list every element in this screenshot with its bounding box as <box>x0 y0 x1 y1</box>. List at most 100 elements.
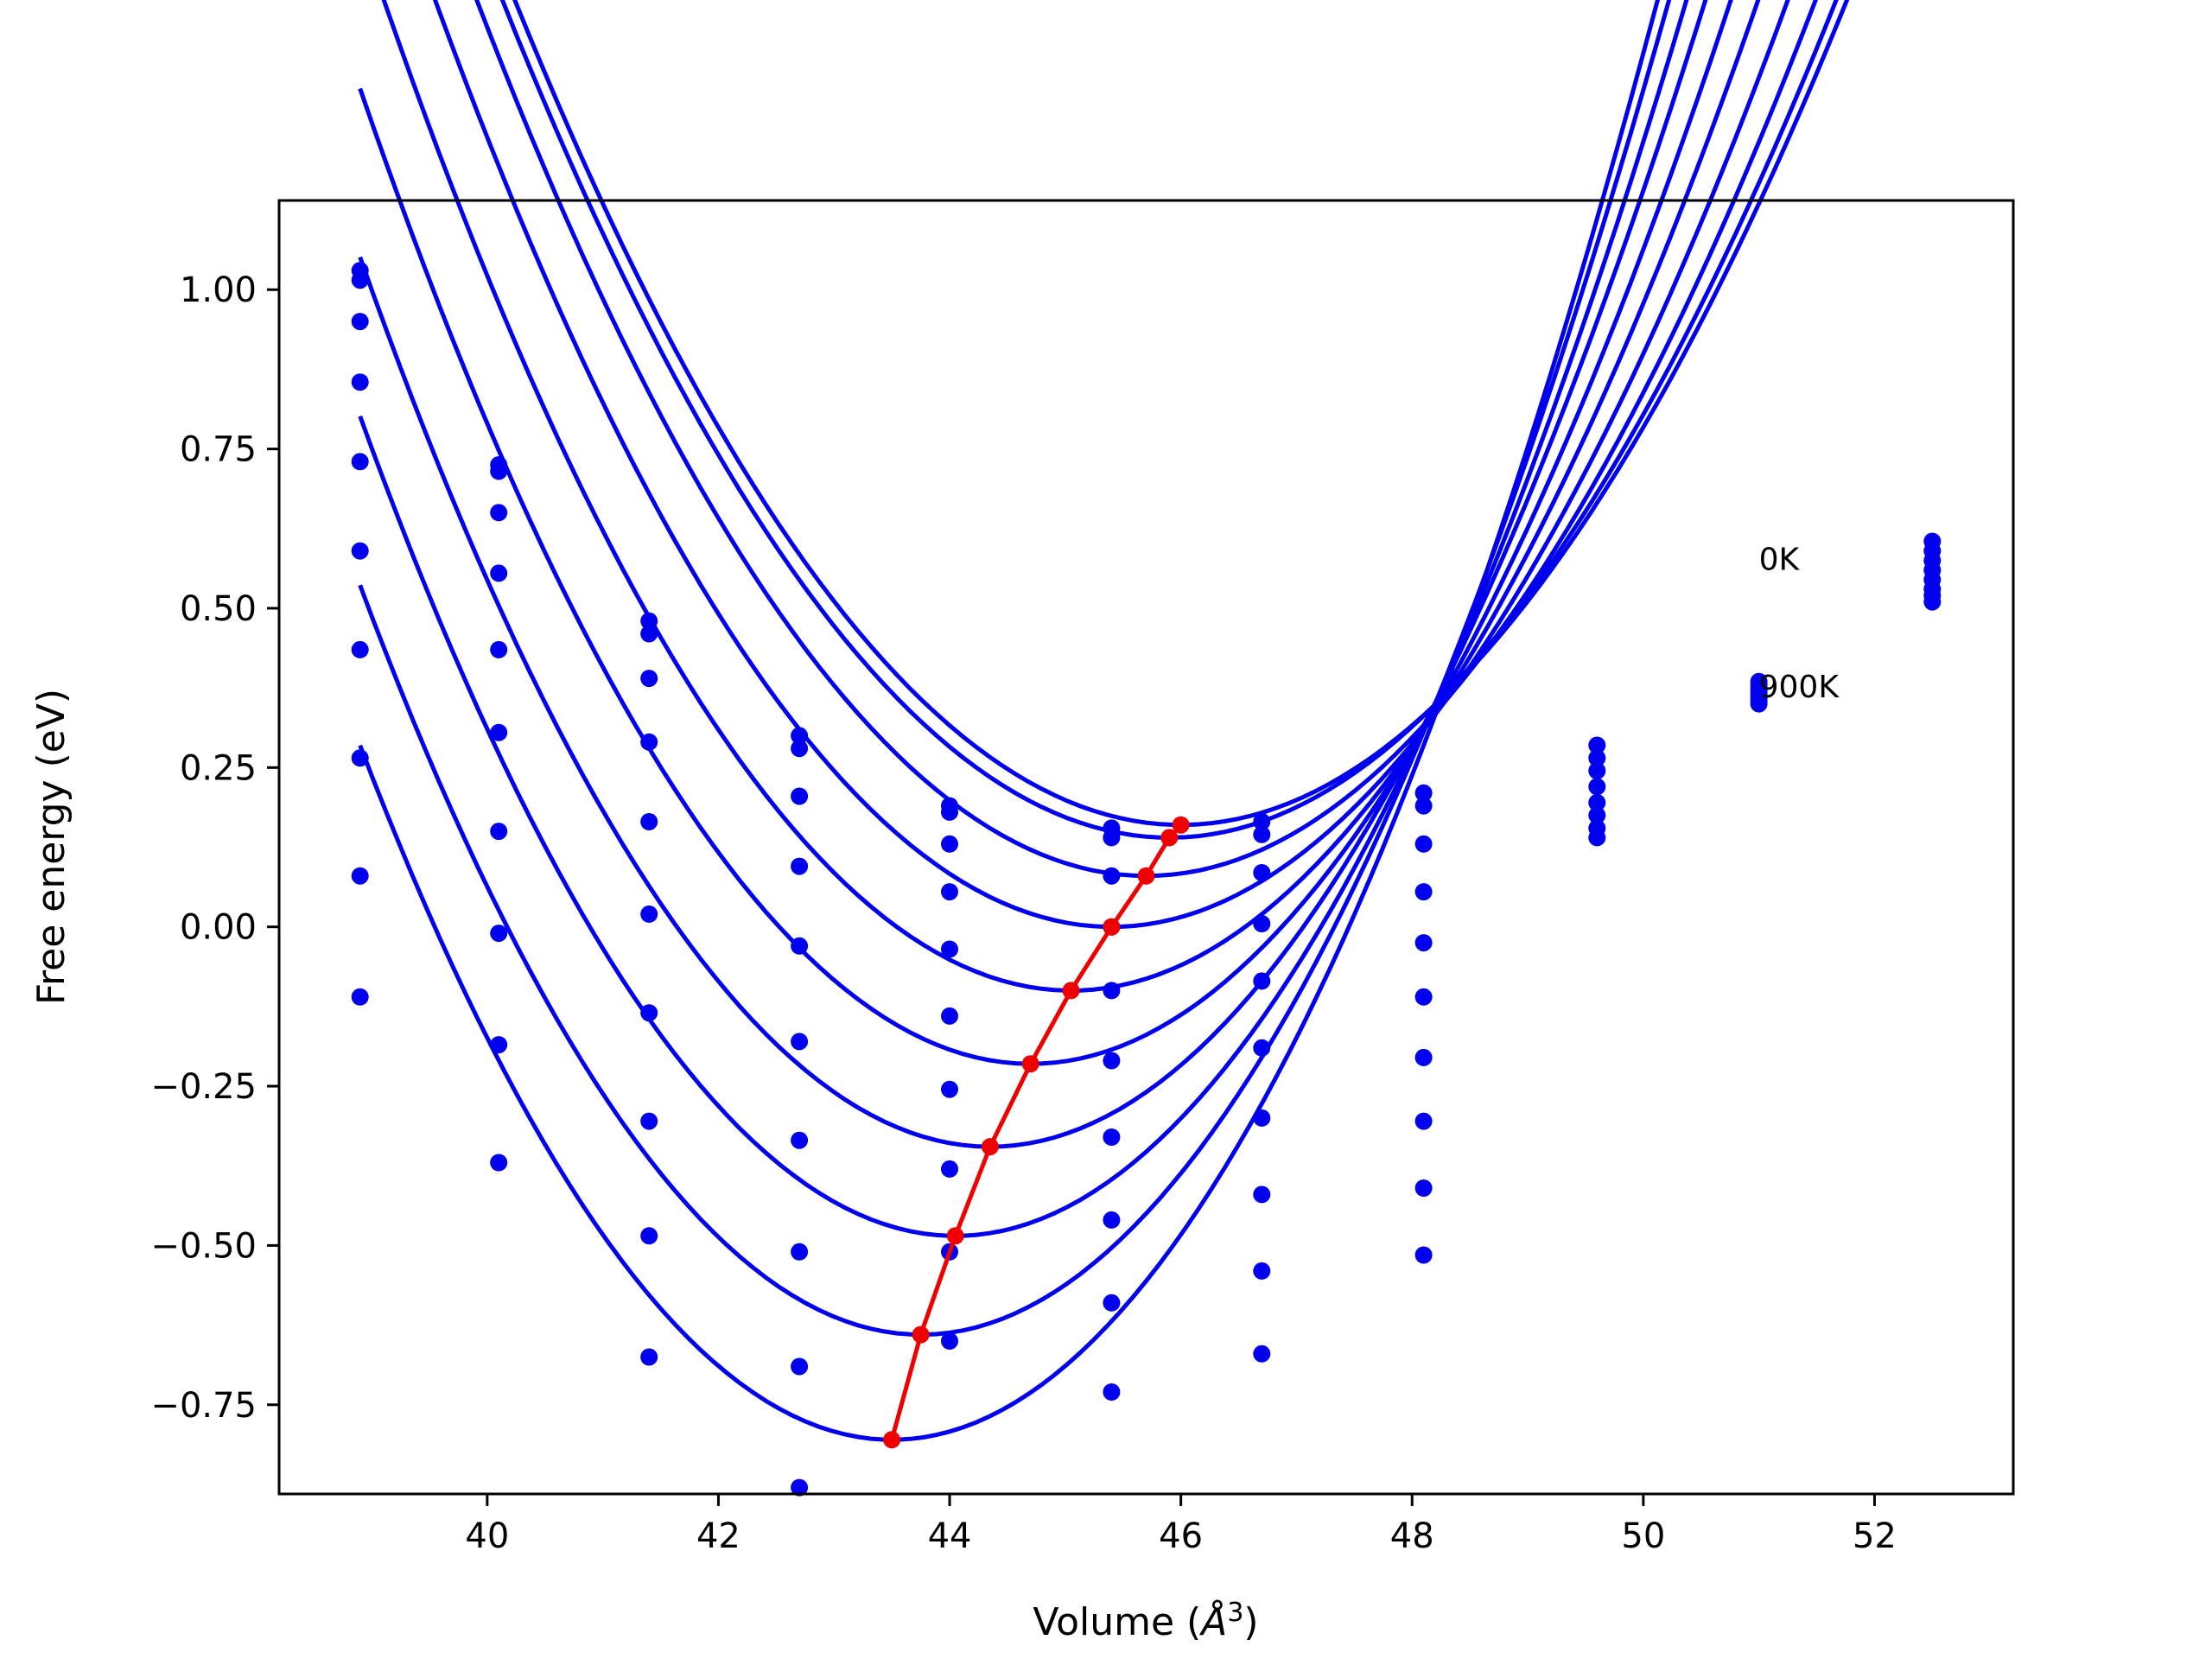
minimum-point <box>1172 816 1190 834</box>
sample-point <box>640 1227 658 1245</box>
x-tick-label: 52 <box>1853 1516 1897 1556</box>
sample-point <box>1253 972 1271 990</box>
sample-point <box>1414 934 1433 952</box>
sample-point <box>1103 1294 1121 1312</box>
sample-point <box>1750 695 1768 713</box>
sample-point <box>1253 1262 1271 1280</box>
y-tick-label: 0.00 <box>180 908 257 948</box>
sample-point <box>1253 1344 1271 1363</box>
sample-point <box>351 867 369 885</box>
sample-point <box>941 1007 958 1025</box>
sample-point <box>351 373 369 391</box>
sample-point <box>1103 1052 1121 1070</box>
fit-curve-3 <box>432 0 1790 930</box>
sample-point <box>791 1478 809 1497</box>
sample-point <box>941 1080 958 1098</box>
sample-point <box>1253 915 1271 932</box>
sample-point <box>1414 1048 1433 1066</box>
y-tick-label: −0.50 <box>150 1226 257 1266</box>
fit-curve-5 <box>358 0 1733 1066</box>
sample-point <box>1414 797 1433 815</box>
x-axis-label: Volume (Å3) <box>1033 1598 1258 1644</box>
sample-point <box>640 625 658 643</box>
sample-point <box>791 1357 809 1376</box>
sample-point <box>791 1243 809 1261</box>
sample-point <box>941 1332 958 1350</box>
y-tick-label: −0.75 <box>150 1386 257 1426</box>
sample-point <box>1253 813 1271 830</box>
sample-point <box>1103 982 1121 1000</box>
minimum-point <box>1021 1055 1039 1073</box>
sample-point <box>941 883 958 901</box>
y-axis-ticks: 1.00 0.75 0.50 0.25 0.00 −0.25 −0.50 −0.75 <box>150 270 279 1426</box>
sample-point <box>941 803 958 821</box>
sample-point <box>1414 988 1433 1006</box>
sample-point <box>1103 1211 1121 1229</box>
minimum-point <box>912 1325 930 1344</box>
sample-point <box>791 937 809 955</box>
fit-curve-6 <box>358 0 1708 1149</box>
x-tick-label: 46 <box>1159 1516 1203 1556</box>
fit-curve-0 <box>512 0 1850 828</box>
sample-point <box>490 462 508 480</box>
sample-point <box>1253 864 1271 881</box>
fit-curve-7 <box>358 0 1689 1238</box>
y-tick-label: 0.25 <box>180 748 257 788</box>
sample-point <box>640 733 658 751</box>
minimum-point <box>1103 918 1121 936</box>
sample-point <box>351 749 369 767</box>
minimum-point <box>1062 982 1080 1000</box>
sample-point <box>791 740 809 758</box>
fit-curve-4 <box>381 0 1761 993</box>
sample-point <box>1414 1179 1433 1197</box>
sample-point <box>1588 762 1606 779</box>
annotations: 0K 900K <box>1759 543 1840 705</box>
sample-point <box>1103 829 1121 847</box>
sample-point <box>351 542 369 560</box>
y-tick-label: 0.75 <box>180 430 257 470</box>
x-axis-ticks: 40 42 44 46 48 50 52 <box>465 1494 1897 1556</box>
sample-point <box>941 835 958 853</box>
sample-point <box>351 313 369 331</box>
x-tick-label: 40 <box>465 1516 509 1556</box>
x-tick-label: 48 <box>1390 1516 1434 1556</box>
sample-point <box>640 612 658 630</box>
temperature-annotation: 0K <box>1759 543 1801 578</box>
y-tick-label: 0.50 <box>180 589 257 629</box>
x-tick-label: 44 <box>928 1516 972 1556</box>
sample-point <box>1414 1112 1433 1130</box>
minima-line <box>883 816 1190 1449</box>
sample-point <box>490 723 508 741</box>
sample-point <box>640 1348 658 1366</box>
sample-point <box>490 1154 508 1172</box>
sample-point <box>1103 1383 1121 1401</box>
fit-curve-1 <box>499 0 1839 840</box>
sample-point <box>1414 784 1433 802</box>
minimum-point <box>883 1431 901 1449</box>
sample-point <box>1588 736 1606 754</box>
sample-point <box>490 925 508 943</box>
y-axis-label: Free energy (eV) <box>29 689 73 1005</box>
sample-point <box>490 823 508 841</box>
sample-point <box>1588 793 1606 811</box>
x-tick-label: 42 <box>696 1516 741 1556</box>
sample-point <box>640 1112 658 1130</box>
sample-point <box>351 271 369 289</box>
sample-point <box>640 1004 658 1022</box>
minimum-point <box>1160 829 1179 847</box>
sample-point <box>1588 778 1606 796</box>
sample-point <box>1414 883 1433 901</box>
x-tick-label: 50 <box>1621 1516 1665 1556</box>
y-tick-label: 1.00 <box>180 270 257 310</box>
sample-points <box>351 262 1942 1497</box>
sample-point <box>640 905 658 923</box>
sample-point <box>490 640 508 658</box>
sample-point <box>941 940 958 958</box>
sample-point <box>791 857 809 875</box>
sample-point <box>941 1160 958 1178</box>
sample-point <box>1253 825 1271 843</box>
sample-point <box>640 670 658 688</box>
sample-point <box>1253 1185 1271 1204</box>
sample-point <box>351 640 369 658</box>
